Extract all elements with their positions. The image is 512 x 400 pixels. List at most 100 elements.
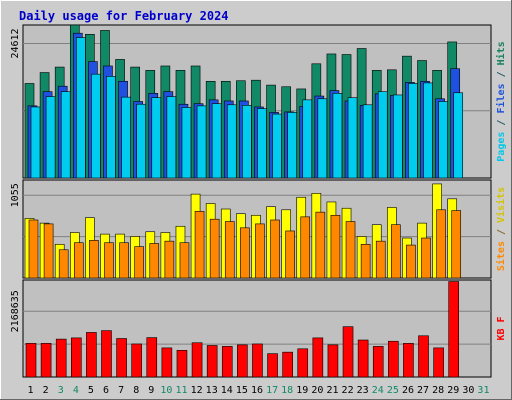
bar-kbytes-kb-f-day-3 bbox=[55, 338, 67, 378]
day-label-8: 8 bbox=[133, 385, 139, 396]
bar-visits-sites-day-8 bbox=[134, 246, 144, 279]
bar-hits-pages-day-29 bbox=[453, 92, 464, 179]
day-label-31: 31 bbox=[477, 385, 489, 396]
day-label-30: 30 bbox=[462, 385, 474, 396]
day-label-1: 1 bbox=[28, 385, 34, 396]
bar-kbytes-kb-f-day-18 bbox=[282, 351, 293, 378]
bar-hits-pages-day-28 bbox=[438, 101, 448, 179]
day-label-11: 11 bbox=[175, 385, 187, 396]
bar-visits-sites-day-12 bbox=[194, 211, 205, 279]
bar-kbytes-kb-f-day-1 bbox=[25, 343, 37, 378]
bar-visits-sites-day-7 bbox=[119, 242, 129, 279]
bar-kbytes-kb-f-day-28 bbox=[433, 347, 444, 378]
bar-visits-sites-day-9 bbox=[149, 243, 160, 279]
bar-visits-sites-day-22 bbox=[345, 221, 356, 279]
bar-hits-pages-day-9 bbox=[151, 97, 162, 179]
bar-kbytes-kb-f-day-27 bbox=[418, 335, 429, 378]
bar-hits-pages-day-3 bbox=[60, 91, 71, 179]
bar-visits-sites-day-15 bbox=[240, 227, 250, 279]
bar-kbytes-kb-f-day-4 bbox=[70, 337, 82, 378]
bar-hits-pages-day-10 bbox=[166, 96, 177, 179]
bar-visits-sites-day-13 bbox=[209, 218, 220, 279]
day-label-14: 14 bbox=[221, 385, 233, 396]
bar-kbytes-kb-f-day-29 bbox=[448, 281, 460, 378]
day-label-20: 20 bbox=[311, 385, 323, 396]
bar-kbytes-kb-f-day-14 bbox=[221, 346, 233, 378]
bar-visits-sites-day-5 bbox=[89, 240, 99, 279]
bar-kbytes-kb-f-day-26 bbox=[403, 343, 414, 378]
bar-visits-sites-day-21 bbox=[330, 214, 341, 279]
bar-kbytes-kb-f-day-22 bbox=[342, 326, 354, 378]
day-label-15: 15 bbox=[236, 385, 248, 396]
panel-visits-axis-legend: Sites / Visits bbox=[495, 187, 507, 271]
day-label-17: 17 bbox=[266, 385, 278, 396]
day-label-19: 19 bbox=[296, 385, 308, 396]
bar-hits-pages-day-21 bbox=[332, 93, 343, 179]
bar-hits-pages-day-11 bbox=[181, 107, 192, 179]
day-label-25: 25 bbox=[387, 385, 399, 396]
day-label-13: 13 bbox=[206, 385, 218, 396]
bar-kbytes-kb-f-day-25 bbox=[388, 340, 399, 378]
bar-hits-pages-day-18 bbox=[287, 112, 297, 179]
bar-hits-pages-day-2 bbox=[45, 96, 56, 179]
bar-visits-sites-day-6 bbox=[104, 242, 114, 279]
bar-kbytes-kb-f-day-23 bbox=[357, 339, 369, 378]
bar-kbytes-kb-f-day-19 bbox=[297, 348, 309, 378]
panel-hits-axis-legend-part: Files bbox=[495, 83, 507, 113]
bar-hits-pages-day-20 bbox=[317, 98, 328, 179]
bar-visits-sites-day-18 bbox=[285, 230, 295, 279]
panel-visits-axis-legend-part: Visits bbox=[495, 187, 507, 223]
bar-kbytes-kb-f-day-15 bbox=[237, 344, 248, 378]
bar-hits-pages-day-4 bbox=[75, 37, 86, 179]
day-label-3: 3 bbox=[58, 385, 64, 396]
bar-kbytes-kb-f-day-5 bbox=[86, 332, 97, 378]
day-label-29: 29 bbox=[447, 385, 459, 396]
bar-kbytes-kb-f-day-6 bbox=[101, 330, 112, 378]
bar-hits-pages-day-23 bbox=[362, 104, 373, 179]
bar-kbytes-kb-f-day-17 bbox=[267, 353, 278, 378]
bar-hits-pages-day-27 bbox=[423, 82, 433, 179]
bar-visits-sites-day-29 bbox=[451, 210, 462, 279]
bar-kbytes-kb-f-day-20 bbox=[312, 337, 324, 378]
bar-visits-sites-day-17 bbox=[270, 219, 280, 279]
bar-hits-pages-day-14 bbox=[226, 104, 237, 179]
bar-kbytes-kb-f-day-21 bbox=[327, 344, 339, 378]
bar-hits-pages-day-16 bbox=[257, 108, 267, 179]
bar-kbytes-kb-f-day-11 bbox=[176, 350, 188, 378]
bar-hits-pages-day-24 bbox=[377, 91, 388, 179]
bar-hits-pages-day-6 bbox=[106, 76, 116, 179]
day-label-18: 18 bbox=[281, 385, 293, 396]
panel-hits-max-label: 24612 bbox=[10, 28, 21, 58]
bar-hits-pages-day-8 bbox=[136, 103, 146, 179]
panel-visits-axis-legend-part: Sites bbox=[495, 241, 507, 271]
bar-hits-pages-day-7 bbox=[121, 96, 131, 179]
bar-kbytes-kb-f-day-8 bbox=[131, 343, 142, 378]
bar-visits-sites-day-2 bbox=[43, 223, 54, 279]
day-label-12: 12 bbox=[191, 385, 203, 396]
bar-visits-sites-day-25 bbox=[391, 224, 401, 279]
bar-hits-pages-day-26 bbox=[408, 83, 418, 179]
bar-hits-pages-day-12 bbox=[196, 105, 207, 179]
bar-hits-pages-day-5 bbox=[91, 73, 101, 179]
bar-visits-sites-day-1 bbox=[28, 219, 39, 279]
bar-hits-pages-day-19 bbox=[302, 99, 313, 179]
bar-hits-pages-day-17 bbox=[272, 113, 282, 179]
day-label-26: 26 bbox=[402, 385, 414, 396]
panel-hits-axis-legend-part: Hits bbox=[495, 41, 507, 65]
bar-visits-sites-day-24 bbox=[375, 240, 386, 279]
bar-visits-sites-day-26 bbox=[406, 244, 416, 279]
bar-visits-sites-day-3 bbox=[58, 249, 69, 279]
bar-hits-pages-day-25 bbox=[393, 94, 403, 179]
day-label-2: 2 bbox=[43, 385, 49, 396]
bar-hits-pages-day-15 bbox=[242, 105, 252, 179]
day-label-4: 4 bbox=[73, 385, 79, 396]
chart-title: Daily usage for February 2024 bbox=[19, 9, 229, 23]
bar-kbytes-kb-f-day-12 bbox=[191, 342, 203, 378]
bar-visits-sites-day-14 bbox=[224, 221, 235, 279]
panel-kbytes-max-label: 2168635 bbox=[10, 290, 21, 332]
bar-visits-sites-day-10 bbox=[164, 240, 175, 279]
bar-visits-sites-day-4 bbox=[73, 242, 84, 279]
bar-kbytes-kb-f-day-9 bbox=[146, 337, 158, 378]
day-label-7: 7 bbox=[118, 385, 124, 396]
